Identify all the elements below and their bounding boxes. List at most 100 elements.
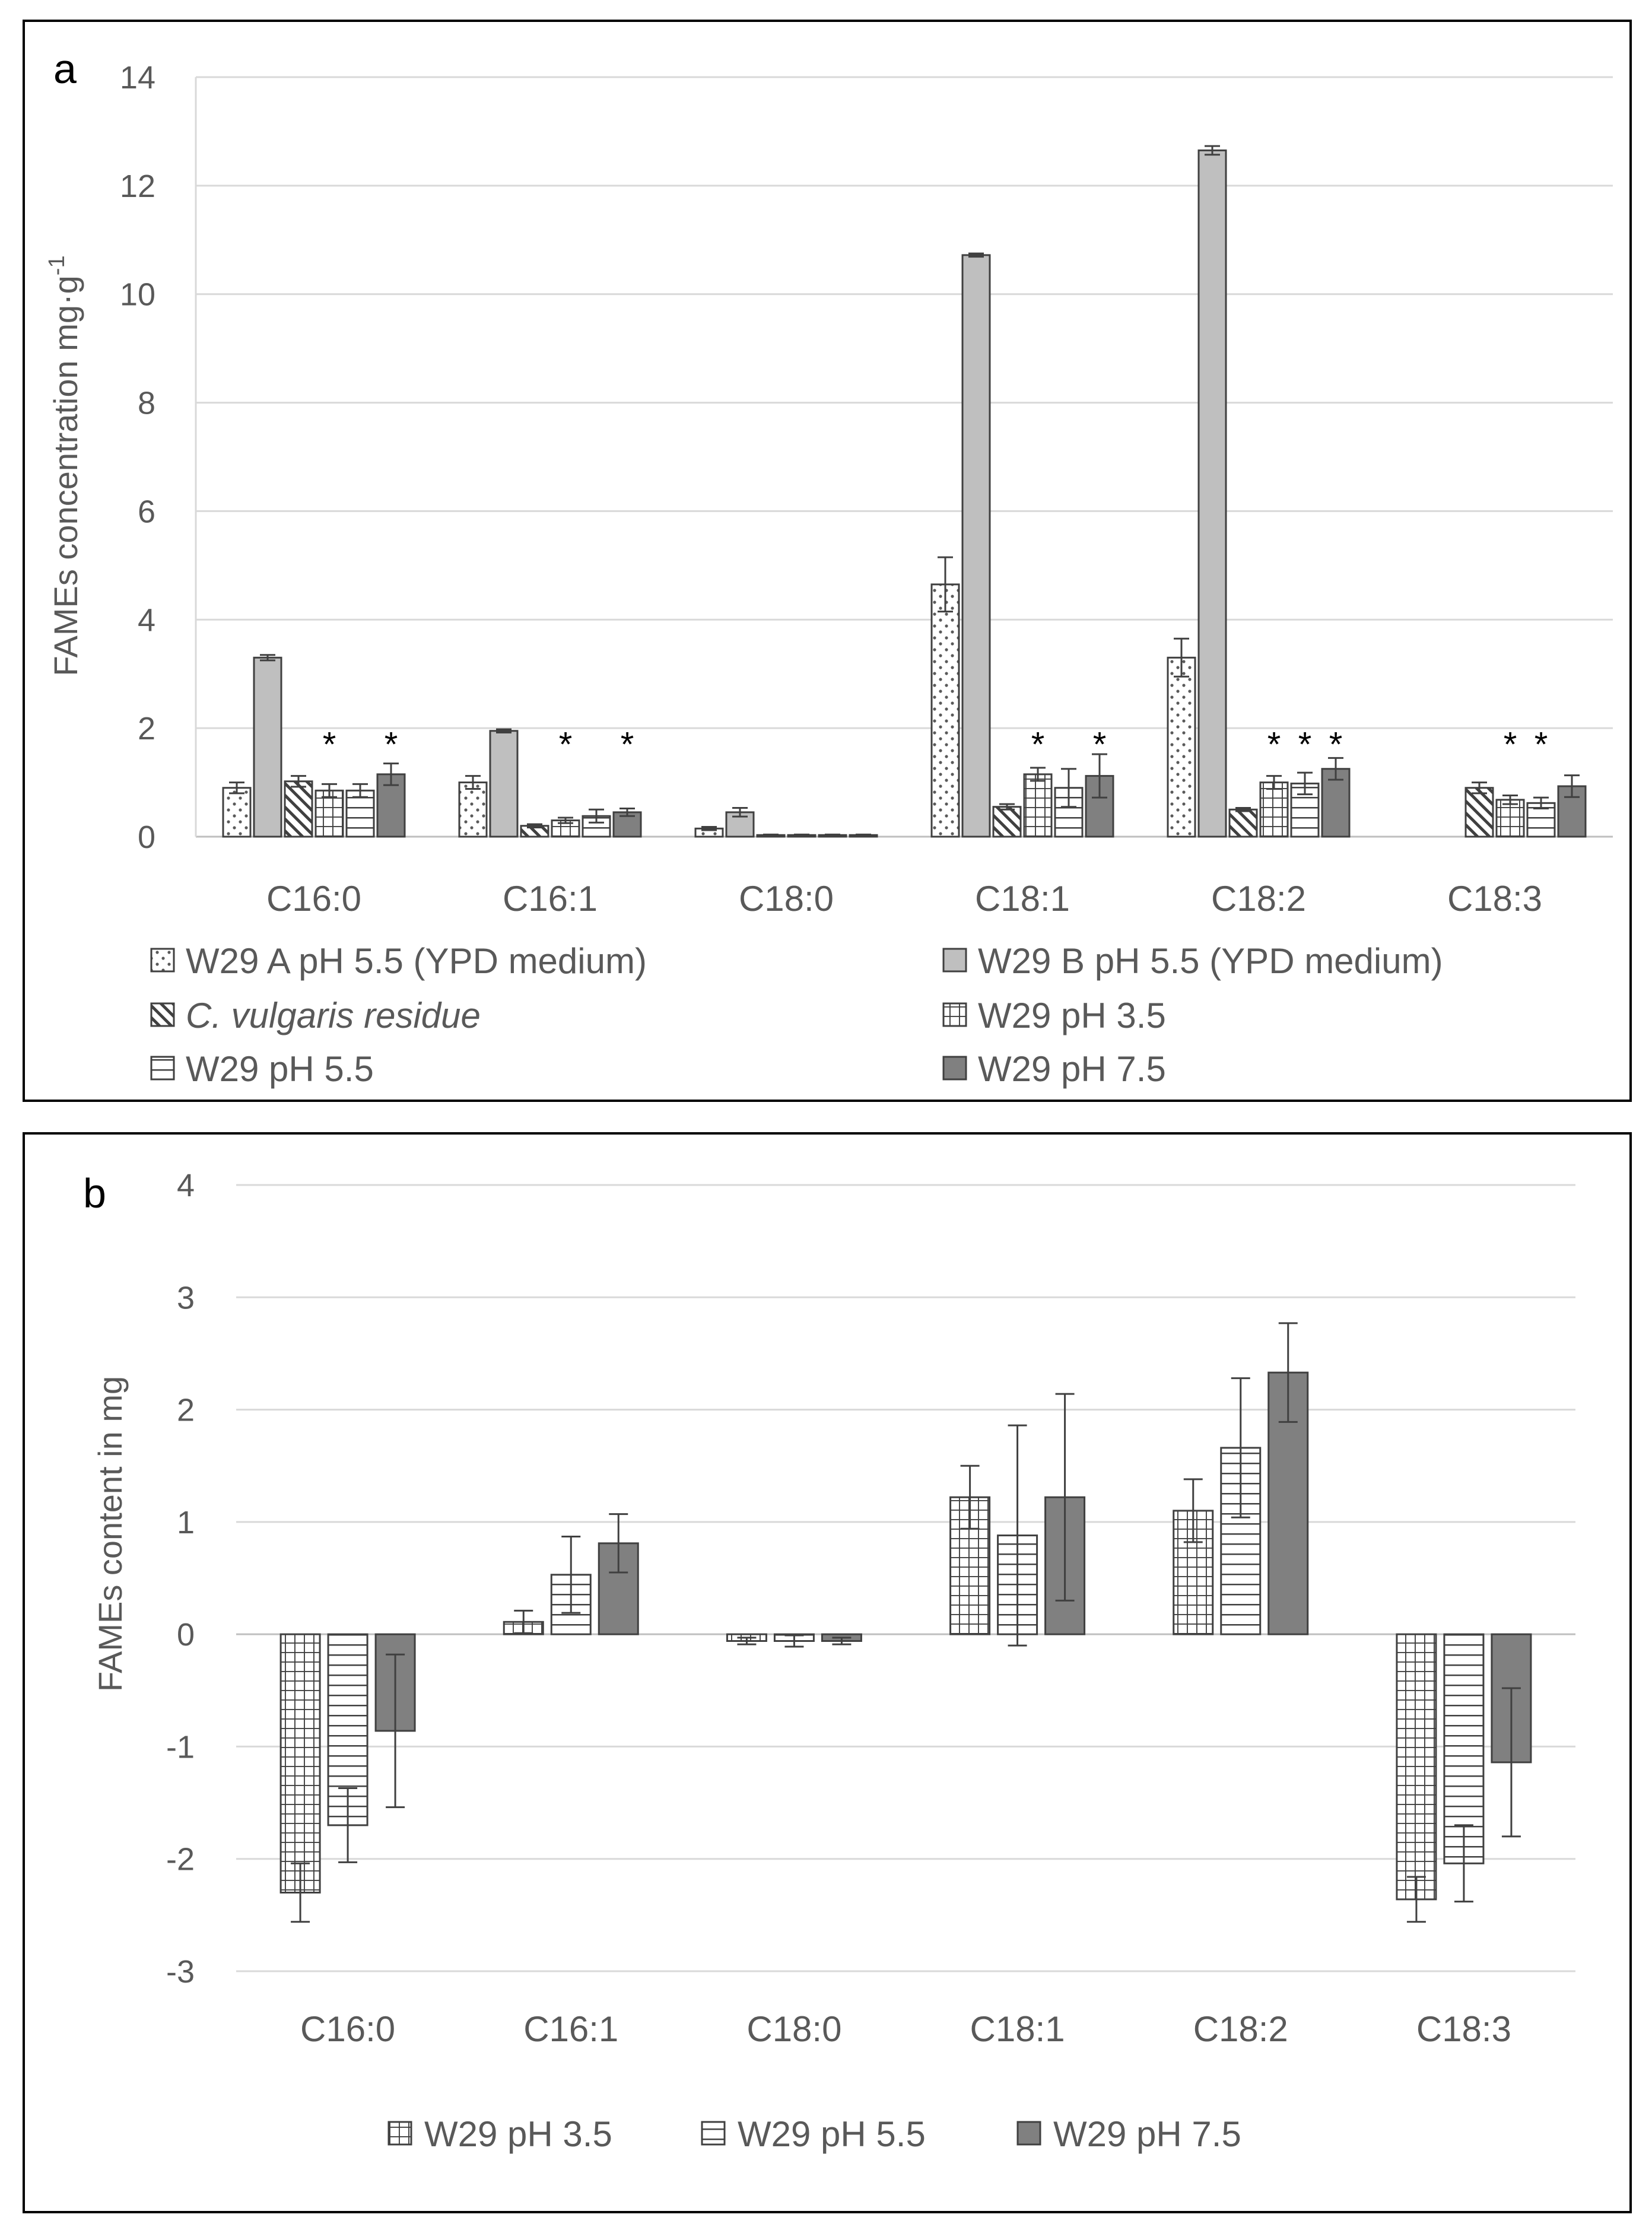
significance-mark: *: [1031, 726, 1045, 764]
bar-C16-0-series-2: [284, 780, 313, 838]
panel-a-label: a: [53, 46, 77, 92]
error-bar: [496, 728, 512, 733]
legend-swatch: [1016, 2121, 1041, 2146]
error-bar: [527, 823, 542, 828]
panel-b-y-ticks: -3 -2 -1 0 1 2 3 4: [166, 1168, 195, 1990]
significance-mark: *: [1504, 726, 1517, 764]
bar-C18-3-series-3: [1495, 799, 1525, 838]
y-tick-label: 14: [120, 60, 155, 96]
error-bar: [1092, 753, 1107, 799]
significance-mark: *: [385, 726, 398, 764]
bar-C18-2-series-2: [1228, 808, 1258, 838]
legend-label: W29 pH 3.5: [978, 996, 1166, 1035]
error-bar: [1472, 781, 1487, 795]
legend-swatch: [701, 2121, 726, 2146]
y-tick-label: -2: [166, 1842, 195, 1877]
y-tick-label: 3: [177, 1280, 195, 1316]
error-bar: [1454, 1824, 1473, 1903]
error-bar: [794, 833, 809, 837]
error-bar: [1278, 1322, 1298, 1423]
category-label: C16:1: [503, 879, 598, 919]
error-bar: [260, 654, 275, 662]
bar-C18-1-series-2: [992, 806, 1022, 838]
error-bar: [1174, 637, 1189, 678]
y-tick-label: 0: [177, 1617, 195, 1653]
y-tick-label: 4: [177, 1168, 195, 1203]
bar-C18-2-series-0: [1167, 656, 1196, 838]
category-label: C16:0: [266, 879, 361, 919]
bar-C16-0-series-4: [345, 789, 375, 838]
error-bar: [784, 1634, 804, 1648]
legend-swatch: [942, 1002, 967, 1027]
panel-a-y-axis-label-text: FAMEs concentration mg·g: [47, 275, 84, 676]
error-bar: [589, 808, 604, 824]
legend-label: W29 pH 7.5: [978, 1049, 1166, 1089]
bar-C16-0-series-0: [222, 787, 252, 838]
error-bar: [609, 1513, 628, 1574]
legend-label: W29 B pH 5.5 (YPD medium): [978, 941, 1443, 981]
error-bar: [338, 1787, 358, 1863]
significance-mark: *: [621, 726, 634, 764]
legend-swatch: [150, 948, 175, 973]
y-tick-label: -3: [166, 1954, 195, 1990]
error-bar: [938, 556, 953, 613]
bar-C18-2-series-1: [1197, 149, 1227, 838]
significance-mark: *: [1093, 726, 1107, 764]
legend-label: W29 pH 7.5: [1053, 2114, 1241, 2154]
error-bar: [558, 816, 573, 824]
error-bar: [1055, 1393, 1075, 1602]
legend-label: W29 pH 5.5: [186, 1049, 374, 1089]
panel-a-frame: [23, 20, 1632, 1102]
legend-swatch: [942, 948, 967, 973]
error-bar: [291, 1862, 310, 1923]
error-bar: [1266, 775, 1282, 790]
error-bar: [229, 781, 244, 795]
panel-a: a 0 2 4 6 8 10 12 14 FAMEs concentration mg·g-1…: [23, 20, 1632, 1102]
panel-b-y-axis-label: FAMEs content in mg: [91, 1376, 129, 1692]
bar-C18-1-series-0: [930, 583, 960, 838]
panel-a-bars: [222, 149, 1587, 838]
category-label: C18:1: [970, 2009, 1065, 2049]
error-bar: [352, 783, 368, 798]
significance-mark: *: [1329, 726, 1343, 764]
error-bar: [968, 252, 984, 258]
category-label: C18:1: [975, 879, 1070, 919]
bar-C18-1-series-0: [949, 1496, 991, 1635]
y-tick-label: 4: [138, 602, 155, 638]
bar-C18-2-series-3: [1259, 781, 1289, 838]
panel-a-error-bars: [229, 145, 1580, 837]
error-bar: [856, 833, 871, 837]
error-bar: [1235, 807, 1251, 812]
error-bar: [1501, 1687, 1521, 1838]
legend-swatch: [387, 2121, 412, 2146]
error-bar: [825, 833, 840, 837]
legend-swatch: [942, 1056, 967, 1081]
error-bar: [1061, 768, 1076, 808]
legend-swatch: [150, 1002, 175, 1027]
error-bar: [1231, 1377, 1250, 1518]
panel-b-label: b: [83, 1170, 106, 1216]
bar-C18-2-series-5: [1321, 768, 1351, 838]
category-label: C18:0: [739, 879, 834, 919]
y-tick-label: 0: [138, 819, 155, 855]
y-tick-label: 1: [177, 1505, 195, 1540]
error-bar: [737, 1637, 757, 1645]
category-label: C16:0: [300, 2009, 395, 2049]
error-bar: [832, 1637, 852, 1645]
error-bar: [1328, 757, 1343, 781]
bar-C18-1-series-3: [1023, 773, 1053, 838]
panel-a-category-labels: C16:0 C16:1 C18:0 C18:1 C18:2 C18:3: [266, 879, 1542, 919]
error-bar: [291, 775, 306, 788]
error-bar: [386, 1653, 405, 1809]
panel-b-legend: W29 pH 3.5 W29 pH 5.5 W29 pH 7.5: [387, 2114, 1241, 2154]
category-label: C18:3: [1416, 2009, 1511, 2049]
category-label: C16:1: [523, 2009, 618, 2049]
error-bar: [701, 826, 717, 831]
error-bar: [561, 1535, 581, 1614]
panel-b-y-axis-label-text: FAMEs content in mg: [91, 1376, 129, 1692]
bar-C18-1-series-1: [961, 254, 991, 838]
significance-mark: *: [1298, 726, 1312, 764]
panel-b-gridlines: [236, 1184, 1575, 1972]
